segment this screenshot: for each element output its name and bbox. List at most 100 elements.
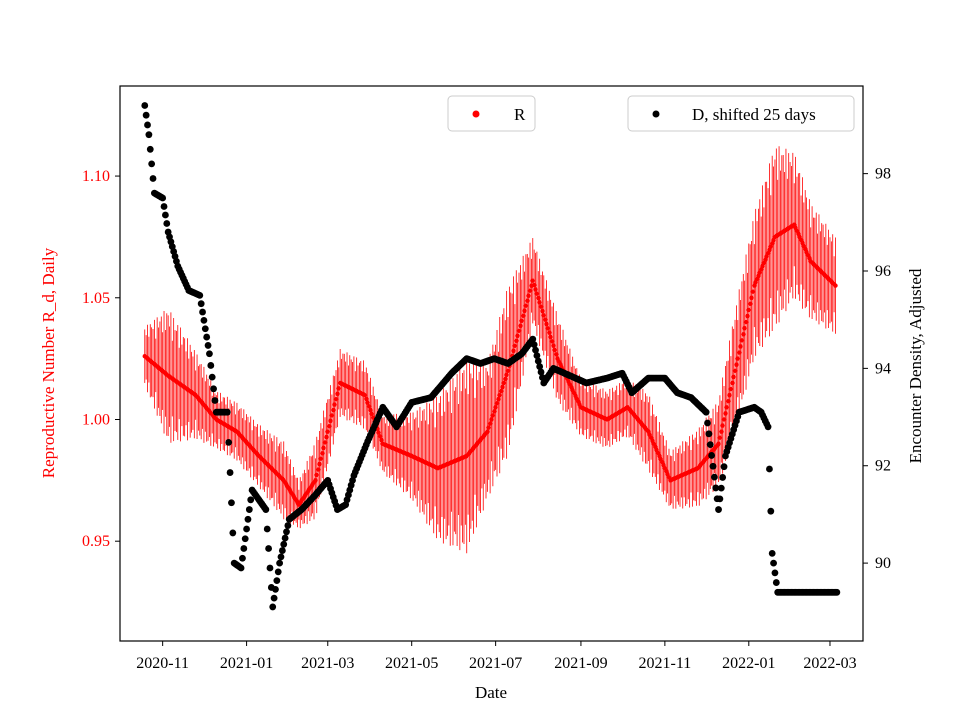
d-point <box>163 220 171 227</box>
x-tick-label: 2021-09 <box>554 655 607 672</box>
d-point <box>203 333 211 341</box>
d-point <box>283 528 290 536</box>
d-point <box>274 568 282 576</box>
d-point <box>280 540 288 548</box>
d-point <box>199 308 206 316</box>
r-series-layer <box>142 146 838 554</box>
d-point <box>764 423 772 431</box>
right-y-axis-ticks: 90 92 94 96 98 <box>863 166 891 572</box>
d-point <box>266 564 274 572</box>
d-point <box>276 559 284 567</box>
d-point <box>207 362 215 369</box>
d-point <box>263 525 271 533</box>
d-point <box>223 408 231 416</box>
d-point <box>204 342 212 349</box>
d-point <box>530 341 538 349</box>
left-y-tick-label: 0.95 <box>82 533 110 550</box>
d-point <box>160 203 168 210</box>
left-y-axis-ticks: 0.95 1.00 1.05 1.10 <box>82 168 120 550</box>
d-point <box>767 507 775 515</box>
x-tick-label: 2020-11 <box>136 655 189 672</box>
d-point <box>533 352 541 359</box>
d-point <box>240 545 248 552</box>
legend-r-marker <box>472 110 480 118</box>
legend-d-box <box>627 95 855 132</box>
d-point <box>772 579 780 586</box>
left-y-axis-label: Reproductive Number R_d, Daily <box>39 247 58 478</box>
right-y-axis-label: Encounter Density, Adjusted <box>906 268 925 463</box>
d-point <box>705 430 713 438</box>
d-point <box>709 462 717 470</box>
right-y-tick-label: 96 <box>875 263 891 280</box>
x-tick-label: 2021-03 <box>301 655 354 672</box>
d-point <box>706 441 714 449</box>
d-point <box>247 496 255 504</box>
d-point <box>196 291 204 299</box>
left-y-tick-label: 1.00 <box>82 411 110 428</box>
d-point <box>771 569 779 577</box>
d-point <box>228 499 235 507</box>
legend-r: R <box>447 95 536 132</box>
d-point <box>712 484 720 492</box>
d-series-layer <box>141 102 841 611</box>
d-point <box>239 554 246 562</box>
d-point <box>200 316 208 324</box>
d-point <box>766 465 773 473</box>
legend-d-marker <box>652 110 660 118</box>
d-point <box>537 368 545 376</box>
d-point <box>149 175 157 182</box>
legend-r-box <box>447 95 536 132</box>
right-y-tick-label: 90 <box>875 555 891 572</box>
d-point <box>536 363 544 370</box>
x-tick-label: 2022-03 <box>803 655 856 672</box>
d-point <box>716 495 724 503</box>
d-point <box>534 357 542 365</box>
d-point <box>269 603 277 611</box>
d-point <box>244 515 252 523</box>
legend-r-label: R <box>514 105 526 124</box>
plot-frame <box>119 85 864 642</box>
left-y-tick-label: 1.05 <box>82 290 110 307</box>
d-point <box>708 452 716 459</box>
d-point <box>144 121 151 129</box>
d-point <box>145 131 153 139</box>
x-tick-label: 2022-01 <box>722 655 775 672</box>
d-point <box>142 111 150 119</box>
right-y-tick-label: 94 <box>875 360 891 377</box>
d-point <box>225 438 233 446</box>
r-point <box>833 283 838 288</box>
x-tick-label: 2021-05 <box>385 655 438 672</box>
d-point <box>146 145 154 153</box>
d-point <box>272 585 279 593</box>
d-point <box>262 506 270 513</box>
x-axis-ticks: 2020-11 2021-01 2021-03 2021-05 2021-07 2021-… <box>136 641 857 672</box>
d-point <box>715 506 722 513</box>
d-point <box>277 553 285 561</box>
d-point <box>206 350 213 358</box>
d-point <box>210 385 217 393</box>
d-point <box>211 397 219 404</box>
d-point <box>148 160 156 168</box>
d-point <box>243 525 250 533</box>
d-point <box>702 408 710 416</box>
d-point <box>265 545 272 552</box>
d-point <box>197 300 205 308</box>
d-point <box>532 346 539 354</box>
d-point <box>719 474 727 481</box>
x-axis-label: Date <box>475 683 507 702</box>
d-point <box>717 484 725 492</box>
d-point <box>201 325 209 333</box>
legend-d: D, shifted 25 days <box>627 95 855 132</box>
d-point <box>245 506 253 513</box>
d-point <box>237 564 245 572</box>
d-point <box>141 102 149 109</box>
right-y-tick-label: 98 <box>875 166 891 183</box>
d-point <box>281 534 289 542</box>
x-tick-label: 2021-01 <box>220 655 273 672</box>
d-point <box>226 469 234 476</box>
d-point <box>208 373 216 381</box>
left-y-tick-label: 1.10 <box>82 168 110 185</box>
d-point <box>273 577 281 585</box>
